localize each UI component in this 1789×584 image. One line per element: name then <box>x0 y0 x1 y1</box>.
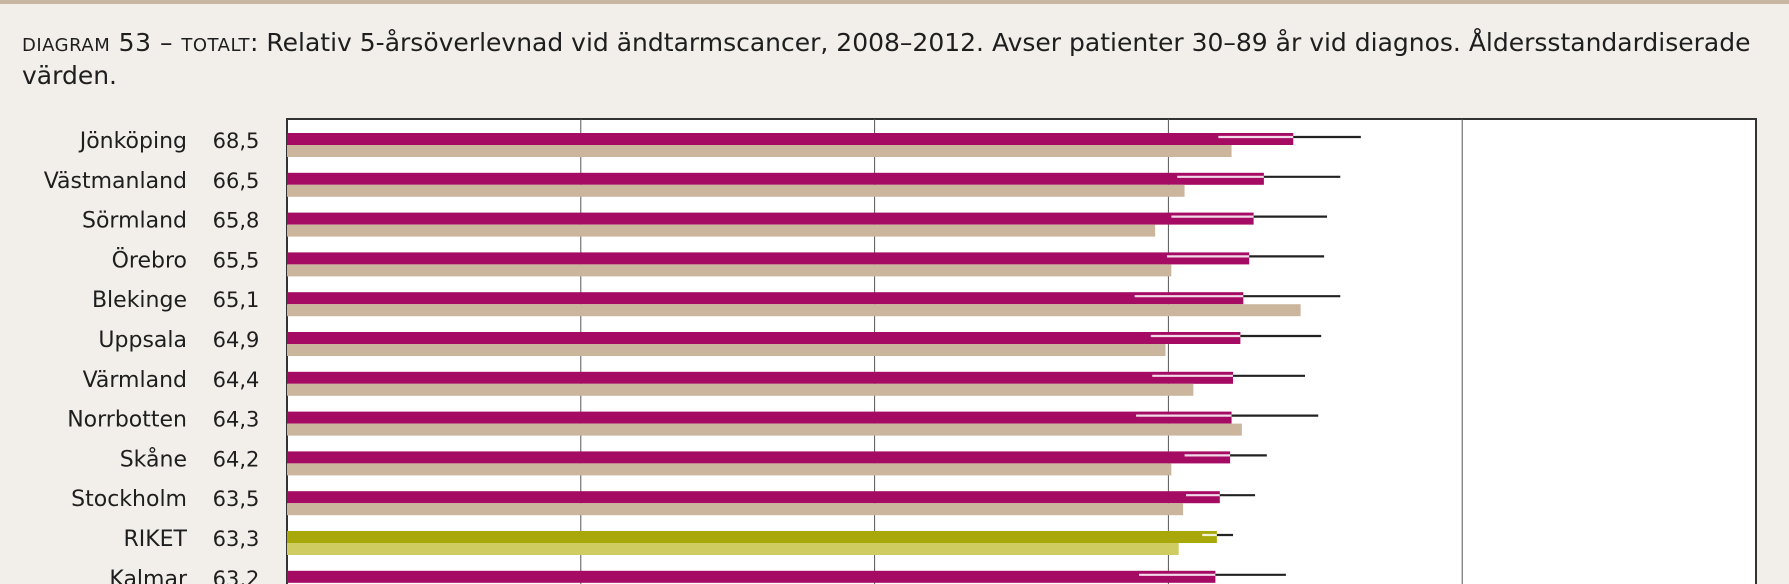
bar-previous <box>287 383 1194 396</box>
bar-previous <box>287 145 1232 157</box>
category-label: Jönköping <box>78 129 187 154</box>
bar-previous <box>287 344 1166 356</box>
category-label: Sörmland <box>82 209 187 234</box>
category-label: Norrbotten <box>67 408 187 433</box>
bar-previous <box>287 543 1179 555</box>
category-label: RIKET <box>123 527 187 552</box>
bar-previous <box>287 224 1156 237</box>
bar-previous <box>287 184 1185 197</box>
bar-region <box>287 133 1294 145</box>
bar-region <box>287 531 1217 543</box>
bar-previous <box>287 503 1184 516</box>
bar-region <box>287 212 1254 225</box>
category-label: Stockholm <box>71 487 187 512</box>
bar-region <box>287 451 1231 464</box>
value-label: 65,5 <box>213 248 260 272</box>
bar-previous <box>287 423 1242 436</box>
value-label: 65,8 <box>213 209 260 233</box>
bar-previous <box>287 463 1172 476</box>
category-label: Värmland <box>83 368 187 393</box>
category-label: Blekinge <box>92 288 187 313</box>
bar-region <box>287 252 1250 265</box>
bar-previous <box>287 264 1172 277</box>
value-label: 64,9 <box>213 328 260 352</box>
value-label: 64,4 <box>213 368 260 392</box>
bar-region <box>287 292 1244 305</box>
top-rule <box>0 0 1789 4</box>
category-label: Västmanland <box>44 169 187 194</box>
category-label: Uppsala <box>98 328 187 353</box>
bar-region <box>287 371 1234 384</box>
value-label: 64,3 <box>213 408 260 432</box>
diagram-number: diagram 53 – totalt <box>22 28 251 57</box>
value-label: 64,2 <box>213 447 260 471</box>
bar-region <box>287 570 1216 583</box>
category-label: Kalmar <box>109 567 188 584</box>
category-label: Skåne <box>120 446 187 472</box>
value-label: 63,3 <box>213 527 260 551</box>
bar-region <box>287 332 1241 344</box>
value-label: 66,5 <box>213 169 260 193</box>
value-label: 63,5 <box>213 487 260 511</box>
value-label: 68,5 <box>213 129 260 153</box>
value-label: 63,2 <box>213 567 260 584</box>
bar-region <box>287 172 1264 185</box>
bar-region <box>287 491 1220 504</box>
category-label: Örebro <box>112 247 187 273</box>
bar-previous <box>287 304 1301 317</box>
bar-region <box>287 411 1232 424</box>
title-text: : Relativ 5-årsöverlevnad vid ändtarmsca… <box>22 28 1751 90</box>
value-label: 65,1 <box>213 288 260 312</box>
chart-title: diagram 53 – totalt: Relativ 5-årsöverle… <box>22 26 1762 92</box>
